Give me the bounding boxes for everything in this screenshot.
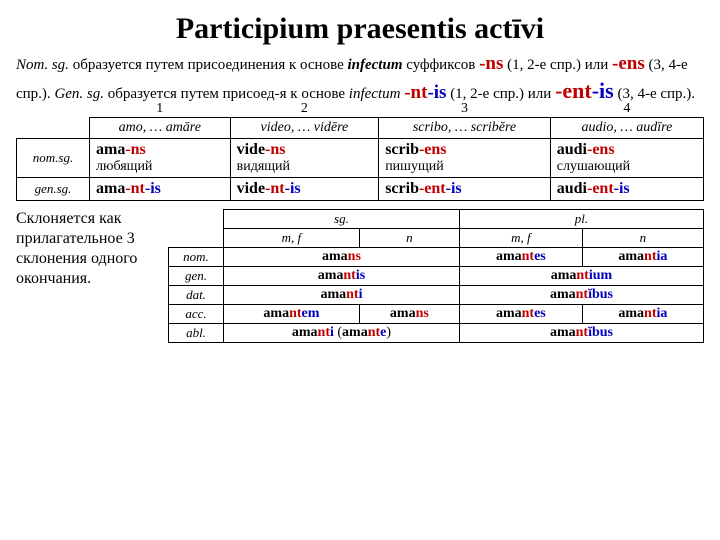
intro-text: Nom. sg. образуется путем присоединения … [16, 52, 704, 105]
nom-sg-cell: amans [224, 248, 460, 267]
col-pl-mf: m, f [459, 229, 582, 248]
gen-4: audi-ent-is [550, 178, 703, 201]
intro-nomsg: Nom. sg. [16, 57, 69, 73]
suffix-ens: -ens [612, 53, 645, 74]
col-sg: sg. [224, 210, 460, 229]
example-2: video, … vidēre [230, 118, 379, 139]
suffix-ns: -ns [479, 53, 503, 74]
nom-4: audi-ensслушающий [550, 139, 703, 178]
case-nom: nom. [169, 248, 224, 267]
col-3: 3 [379, 101, 551, 118]
example-1: amo, … amāre [90, 118, 231, 139]
col-4: 4 [550, 101, 703, 118]
declension-table: sg. pl. m, f n m, f n nom. amans amantes… [168, 209, 704, 343]
intro-gensg: Gen. sg. [54, 86, 104, 102]
declension-note: Склоняется как прилагательное 3 склонени… [16, 209, 156, 289]
abl-sg-cell: amanti (amante) [224, 324, 460, 343]
row-nomsg: nom.sg. [17, 139, 90, 178]
col-pl-n: n [582, 229, 703, 248]
nom-1: ama-nsлюбящий [90, 139, 231, 178]
col-2: 2 [230, 101, 379, 118]
dat-sg-cell: amanti [224, 286, 460, 305]
gen-pl-cell: amantium [459, 267, 703, 286]
case-abl: abl. [169, 324, 224, 343]
col-1: 1 [90, 101, 231, 118]
page-title: Participium praesentis actīvi [16, 12, 704, 46]
example-3: scribo, … scribĕre [379, 118, 551, 139]
example-4: audio, … audīre [550, 118, 703, 139]
gen-sg-cell: amantis [224, 267, 460, 286]
case-gen: gen. [169, 267, 224, 286]
case-acc: acc. [169, 305, 224, 324]
abl-pl-cell: amantĭbus [459, 324, 703, 343]
gen-3: scrib-ent-is [379, 178, 551, 201]
gen-1: ama-nt-is [90, 178, 231, 201]
nom-2: vide-nsвидящий [230, 139, 379, 178]
suffix-ent: -ent [555, 78, 592, 103]
formation-table: 1 2 3 4 amo, … amāre video, … vidēre scr… [16, 101, 704, 201]
col-sg-mf: m, f [224, 229, 360, 248]
nom-pl-mf-cell: amantes [459, 248, 582, 267]
suffix-nt: -nt [404, 82, 427, 103]
row-gensg: gen.sg. [17, 178, 90, 201]
suffix-is: -is [427, 82, 446, 103]
nom-3: scrib-ensпишущий [379, 139, 551, 178]
gen-2: vide-nt-is [230, 178, 379, 201]
dat-pl-cell: amantĭbus [459, 286, 703, 305]
acc-pl-n-cell: amantia [582, 305, 703, 324]
acc-sg-mf-cell: amantem [224, 305, 360, 324]
acc-pl-mf-cell: amantes [459, 305, 582, 324]
acc-sg-n-cell: amans [359, 305, 459, 324]
nom-pl-n-cell: amantia [582, 248, 703, 267]
col-pl: pl. [459, 210, 703, 229]
case-dat: dat. [169, 286, 224, 305]
col-sg-n: n [359, 229, 459, 248]
